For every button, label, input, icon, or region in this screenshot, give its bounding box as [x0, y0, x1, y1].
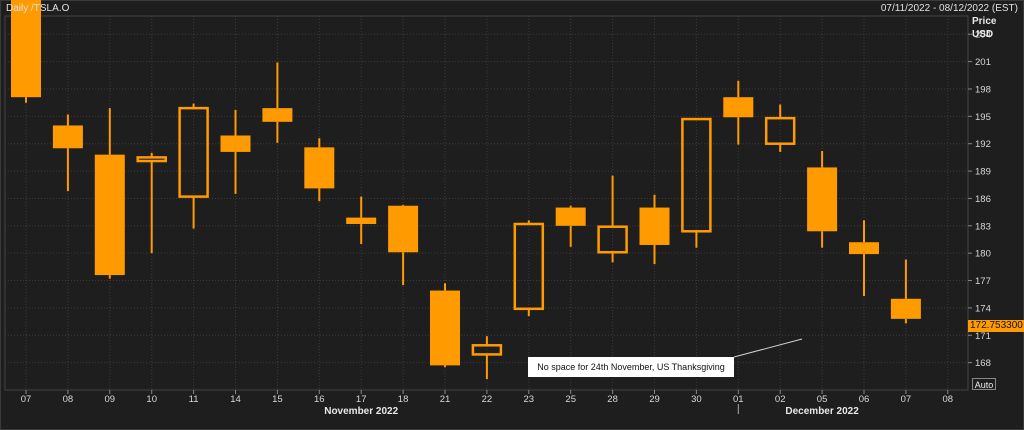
candle-body — [430, 290, 460, 366]
candle-body-hollow — [136, 156, 167, 163]
candle — [430, 283, 460, 368]
candle-body-hollow — [513, 222, 545, 311]
month-label: November 2022 — [324, 406, 398, 417]
candle-body — [220, 135, 251, 152]
y-tick-label: 177 — [975, 276, 991, 287]
candle — [723, 80, 754, 145]
candle — [764, 104, 796, 152]
candle-body — [639, 207, 670, 245]
candle — [555, 205, 586, 247]
x-tick-label: 18 — [398, 394, 409, 405]
candle — [346, 196, 377, 245]
candle — [136, 152, 167, 254]
candle-body — [555, 207, 586, 226]
candles — [11, 0, 921, 380]
chart-title: Daily /TSLA.O — [6, 3, 70, 14]
candle — [681, 117, 712, 248]
candle-body-hollow — [471, 344, 503, 356]
x-tick-label: 11 — [189, 394, 199, 405]
candle-body — [11, 0, 41, 98]
x-tick-label: 28 — [607, 394, 618, 405]
candle-body — [388, 205, 419, 253]
annotation-pointer — [733, 338, 803, 358]
last-price-tag: 172.753300 — [968, 320, 1024, 332]
candle — [304, 138, 335, 202]
candle-body — [94, 154, 125, 276]
candle-body — [304, 147, 335, 189]
candle — [52, 114, 83, 192]
y-tick-label: 198 — [975, 84, 991, 95]
candle-body — [52, 125, 83, 149]
candle — [807, 151, 838, 248]
candle — [471, 336, 503, 380]
x-tick-label: 08 — [943, 394, 954, 405]
candle-body — [346, 217, 377, 224]
candle-body — [723, 97, 754, 118]
currency-axis-caption: USD — [972, 29, 994, 40]
x-tick-label: 07 — [21, 394, 32, 405]
x-tick-label: 16 — [314, 394, 325, 405]
candle — [262, 62, 293, 143]
candle-body — [262, 108, 293, 122]
candle-body — [890, 298, 921, 319]
candle — [11, 0, 41, 103]
x-tick-label: 02 — [775, 394, 786, 405]
y-tick-label: 186 — [975, 194, 991, 205]
x-tick-label: 10 — [146, 394, 157, 405]
candle — [178, 103, 209, 229]
thanksgiving-annotation: No space for 24th November, US Thanksgiv… — [528, 357, 734, 377]
x-tick-label: 30 — [691, 394, 702, 405]
candle — [94, 108, 125, 279]
candle-body — [807, 167, 838, 232]
y-tick-label: 201 — [975, 57, 991, 68]
candle-body-hollow — [178, 106, 209, 198]
x-tick-label: 07 — [901, 394, 912, 405]
x-tick-label: 05 — [817, 394, 828, 405]
candle — [220, 109, 251, 194]
y-axis: 204 201 198 195 192 189 186 183 180 177 174 171 168 — [968, 30, 991, 369]
date-range: 07/11/2022 - 08/12/2022 (EST) — [880, 3, 1018, 14]
candle — [513, 220, 545, 317]
candle-body-hollow — [597, 225, 628, 254]
x-tick-label: 29 — [649, 394, 660, 405]
y-tick-label: 180 — [975, 249, 991, 260]
month-label: December 2022 — [785, 406, 859, 417]
y-tick-label: 195 — [975, 112, 991, 123]
y-tick-label: 192 — [975, 139, 991, 150]
x-tick-label: 08 — [63, 394, 74, 405]
x-tick-label: 14 — [230, 394, 241, 405]
x-tick-label: 17 — [356, 394, 367, 405]
x-tick-label: 06 — [859, 394, 870, 405]
x-tick-label: 22 — [482, 394, 493, 405]
y-tick-label: 183 — [975, 221, 991, 232]
x-tick-label: 23 — [524, 394, 535, 405]
y-tick-label: 171 — [975, 331, 991, 342]
x-tick-label: 25 — [565, 394, 576, 405]
candle — [388, 204, 419, 286]
price-axis-caption: Price — [972, 16, 997, 27]
y-tick-label: 168 — [975, 358, 991, 369]
x-tick-label: 09 — [105, 394, 116, 405]
candle — [597, 175, 628, 263]
y-tick-label: 174 — [975, 303, 991, 314]
x-tick-label: 15 — [272, 394, 283, 405]
candle-body-hollow — [681, 117, 712, 233]
candle — [890, 259, 921, 324]
auto-scale-button[interactable]: Auto — [972, 378, 996, 390]
y-tick-label: 189 — [975, 167, 991, 178]
x-axis: 07 08 09 10 11 14 15 16 17 18 21 22 23 25 28 29 30 01 02 05… — [21, 390, 953, 417]
candle — [849, 220, 879, 297]
y-tick-label: 204 — [975, 30, 991, 41]
x-tick-label: 01 — [733, 394, 744, 405]
candle-body-hollow — [764, 116, 796, 145]
candle — [639, 194, 670, 265]
x-tick-label: 21 — [440, 394, 451, 405]
candle-body — [849, 242, 879, 255]
